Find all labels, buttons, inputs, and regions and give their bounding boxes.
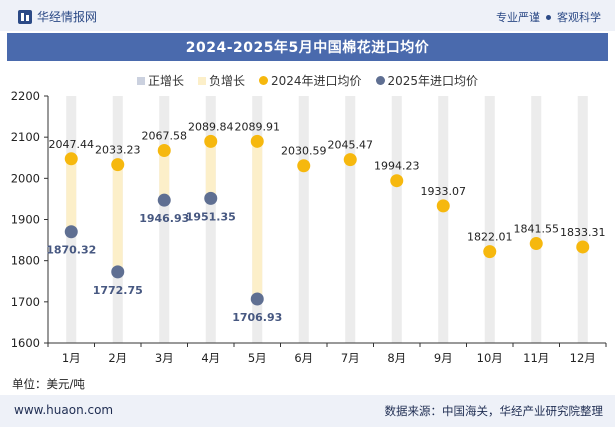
slogan-left: 专业严谨	[496, 11, 540, 24]
point-2025	[157, 193, 171, 207]
legend-negative-label: 负增长	[208, 74, 245, 88]
category-column-bg	[298, 96, 309, 343]
category-column-bg	[345, 96, 356, 343]
point-2024	[529, 237, 543, 251]
legend-2025-swatch-icon	[375, 76, 385, 85]
point-2025	[111, 265, 125, 279]
negative-growth-bar	[252, 141, 263, 299]
legend-2025-label: 2025年进口均价	[387, 74, 479, 88]
bullet-dot-icon	[546, 14, 551, 20]
negative-growth-bar	[205, 141, 216, 199]
legend-positive-label: 正增长	[147, 74, 184, 88]
category-column-bg	[391, 96, 402, 343]
data-label-2025: 1706.93	[232, 311, 282, 324]
negative-growth-bar	[112, 164, 123, 272]
legend-negative-swatch-icon	[197, 76, 206, 85]
legend-series-2024: 2024年进口均价	[258, 72, 362, 89]
negative-growth-bar	[159, 150, 170, 201]
category-column-bg	[577, 96, 588, 343]
point-2024	[343, 153, 357, 167]
y-tick-label: 2000	[11, 171, 40, 185]
data-label-2024: 2030.59	[281, 145, 327, 158]
data-label-2024: 2067.58	[142, 130, 188, 143]
point-2025	[250, 292, 264, 306]
legend-positive-growth: 正增长	[136, 72, 184, 89]
data-label-2024: 1841.55	[514, 223, 560, 236]
x-tick-label: 6月	[294, 351, 313, 365]
data-label-2024: 2047.44	[49, 138, 95, 151]
y-tick-label: 1700	[11, 295, 40, 309]
data-label-2025: 1946.93	[139, 212, 189, 225]
point-2024	[576, 240, 590, 254]
brand-name: 华经情报网	[37, 10, 98, 24]
data-label-2024: 2089.84	[188, 120, 234, 133]
x-tick-label: 7月	[341, 351, 360, 365]
y-tick-label: 1900	[11, 213, 40, 227]
legend-positive-swatch-icon	[136, 76, 145, 85]
point-2024	[390, 174, 404, 188]
title-bar: 2024-2025年5月中国棉花进口均价	[7, 33, 608, 61]
top-brand-bar: 华经情报网 专业严谨 客观科学	[0, 0, 615, 31]
x-tick-label: 9月	[434, 351, 453, 365]
y-tick-label: 2200	[11, 89, 40, 103]
data-label-2024: 2033.23	[95, 144, 141, 157]
point-2024	[297, 159, 311, 173]
chart-legend: 正增长 负增长 2024年进口均价 2025年进口均价	[0, 72, 615, 89]
y-tick-label: 1800	[11, 254, 40, 268]
category-column-bg	[438, 96, 449, 343]
point-2024	[436, 199, 450, 213]
category-column-bg	[159, 96, 170, 343]
data-label-2025: 1951.35	[186, 210, 236, 223]
point-2024	[250, 134, 264, 148]
x-tick-label: 8月	[387, 351, 406, 365]
data-label-2024: 1994.23	[374, 160, 420, 173]
legend-2024-swatch-icon	[258, 76, 268, 85]
x-tick-label: 3月	[155, 351, 174, 365]
x-tick-label: 12月	[570, 351, 596, 365]
website-link[interactable]: www.huaon.com	[14, 403, 114, 417]
negative-growth-bar	[66, 158, 77, 232]
x-tick-label: 2月	[108, 351, 127, 365]
point-2024	[483, 245, 497, 259]
point-2024	[157, 144, 171, 158]
data-label-2024: 1933.07	[421, 185, 467, 198]
x-tick-label: 1月	[62, 351, 81, 365]
point-2025	[204, 191, 218, 205]
y-tick-label: 1600	[11, 336, 40, 350]
data-label-2024: 1822.01	[467, 231, 513, 244]
slogan-right: 客观科学	[557, 11, 601, 24]
legend-negative-growth: 负增长	[197, 72, 245, 89]
data-source: 数据来源：中国海关，华经产业研究院整理	[384, 404, 604, 418]
category-column-bg	[531, 96, 542, 343]
legend-2024-label: 2024年进口均价	[270, 74, 362, 88]
data-label-2025: 1772.75	[93, 284, 143, 297]
x-tick-label: 11月	[523, 351, 549, 365]
chart-title: 2024-2025年5月中国棉花进口均价	[185, 40, 430, 56]
slogan: 专业严谨 客观科学	[496, 9, 601, 25]
footer-bar: www.huaon.com 数据来源：中国海关，华经产业研究院整理	[0, 395, 615, 427]
category-column-bg	[484, 96, 495, 343]
x-tick-label: 5月	[248, 351, 267, 365]
x-tick-label: 4月	[201, 351, 220, 365]
brand: 华经情报网	[18, 8, 97, 25]
data-label-2024: 2045.47	[328, 139, 374, 152]
category-column-bg	[205, 96, 216, 343]
point-2025	[64, 225, 78, 239]
brand-logo-icon	[18, 9, 32, 24]
point-2024	[204, 134, 218, 148]
unit-label: 单位：美元/吨	[12, 377, 85, 391]
x-tick-label: 10月	[477, 351, 503, 365]
y-tick-label: 2100	[11, 130, 40, 144]
legend-series-2025: 2025年进口均价	[375, 72, 479, 89]
data-label-2024: 2089.91	[235, 120, 281, 133]
point-2024	[111, 158, 125, 172]
data-label-2024: 1833.31	[560, 226, 606, 239]
data-label-2025: 1870.32	[46, 244, 96, 257]
point-2024	[64, 152, 78, 166]
